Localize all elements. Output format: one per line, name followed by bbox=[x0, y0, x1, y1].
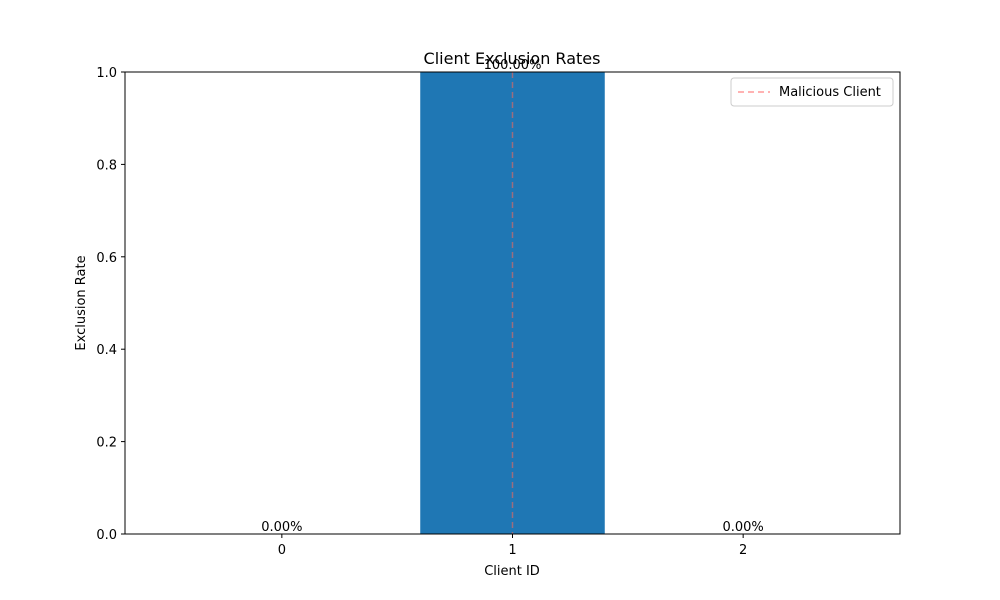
y-tick-label: 0.4 bbox=[96, 343, 117, 358]
x-tick-label: 2 bbox=[739, 543, 747, 558]
x-axis-label: Client ID bbox=[484, 564, 540, 579]
data-labels: 0.00% 100.00% 0.00% bbox=[261, 58, 764, 535]
axes: 0.0 0.2 0.4 0.6 0.8 1.0 0 1 2 bbox=[96, 66, 901, 558]
data-label-client-0: 0.00% bbox=[261, 520, 302, 535]
y-tick-label: 0.0 bbox=[96, 528, 117, 543]
chart-title: Client Exclusion Rates bbox=[424, 49, 601, 68]
x-tick-label: 1 bbox=[508, 543, 516, 558]
y-tick-label: 0.6 bbox=[96, 251, 117, 266]
legend-box bbox=[730, 77, 894, 107]
data-label-client-2: 0.00% bbox=[722, 520, 763, 535]
legend-label-malicious-client: Malicious Client bbox=[779, 85, 881, 100]
y-tick-label: 0.2 bbox=[96, 436, 117, 451]
data-label-client-1: 100.00% bbox=[484, 58, 542, 73]
y-tick-label: 1.0 bbox=[96, 66, 117, 81]
legend: Malicious Client bbox=[730, 77, 894, 107]
y-axis-label: Exclusion Rate bbox=[74, 255, 89, 350]
x-tick-label: 0 bbox=[278, 543, 286, 558]
y-tick-label: 0.8 bbox=[96, 158, 117, 173]
